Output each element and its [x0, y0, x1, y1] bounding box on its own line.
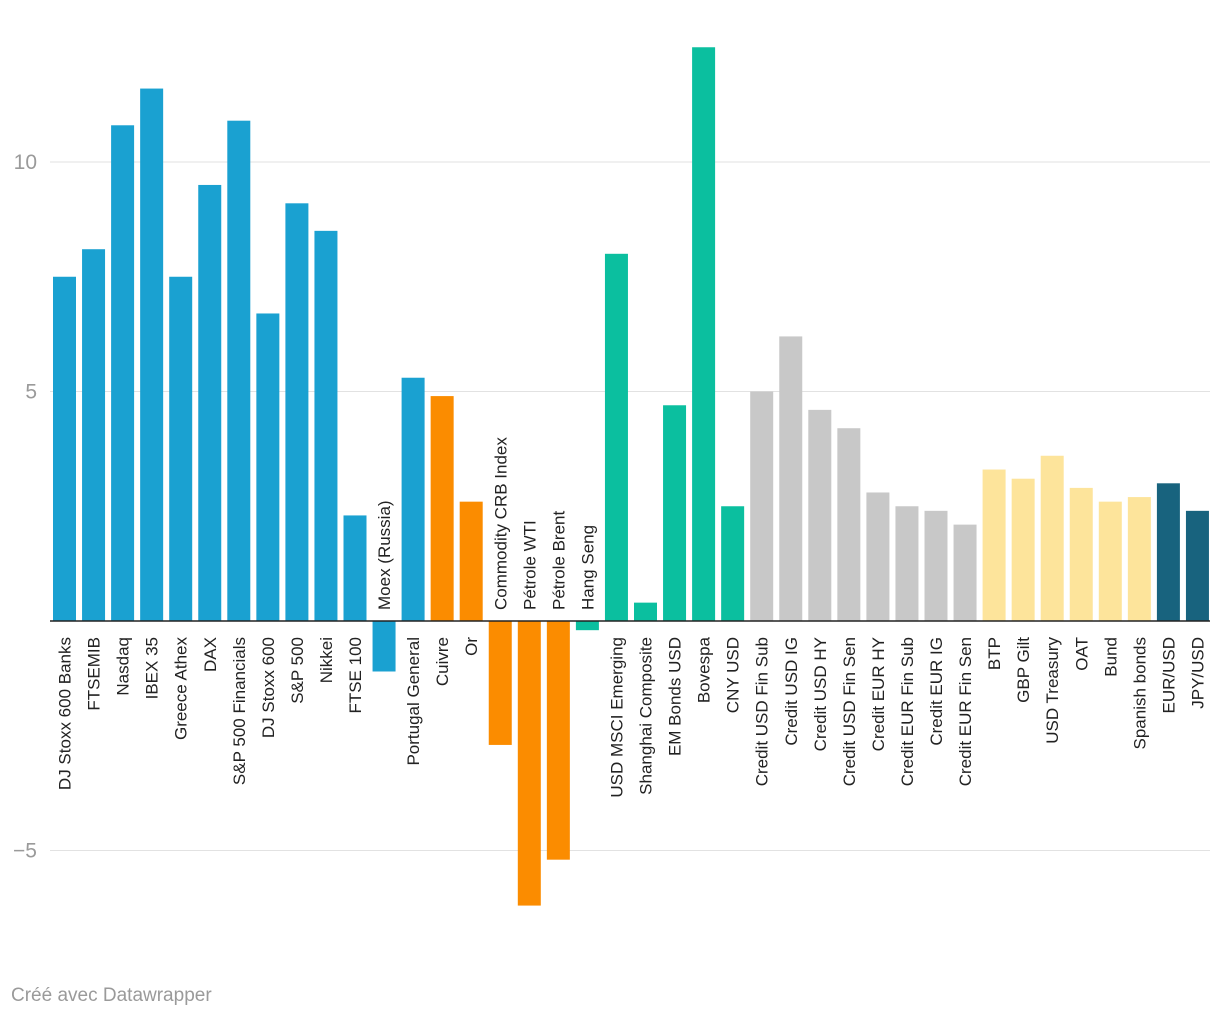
bar	[808, 409, 832, 621]
category-label: JPY/USD	[1188, 637, 1207, 709]
category-label: Credit USD IG	[782, 637, 801, 746]
bar	[140, 88, 164, 621]
category-label: Spanish bonds	[1130, 637, 1149, 749]
bar	[953, 524, 977, 621]
category-label: DJ Stoxx 600	[259, 637, 278, 738]
category-label: Greece Athex	[172, 637, 191, 741]
bar	[53, 276, 76, 621]
category-label: EUR/USD	[1159, 637, 1178, 714]
footer-credit: Créé avec Datawrapper	[11, 985, 212, 1006]
category-label: Credit EUR IG	[927, 637, 946, 746]
category-label: EM Bonds USD	[666, 637, 685, 756]
category-label: Shanghai Composite	[637, 637, 656, 795]
category-label: Nikkei	[317, 637, 336, 683]
bar	[459, 501, 483, 621]
bar	[343, 515, 367, 621]
bar	[1069, 487, 1093, 621]
bar	[430, 396, 454, 621]
category-label: USD MSCI Emerging	[607, 637, 626, 798]
category-label: GBP Gilt	[1014, 637, 1033, 703]
category-label: Bovespa	[695, 636, 714, 703]
category-label: Credit USD Fin Sen	[840, 637, 859, 786]
bar	[663, 405, 687, 621]
category-label: Portugal General	[404, 637, 423, 766]
category-label: Commodity CRB Index	[491, 437, 510, 610]
bar	[1040, 455, 1064, 621]
gridlines: 10 5 −5	[13, 151, 1210, 863]
bar	[779, 336, 803, 621]
y-tick-label: −5	[13, 840, 37, 863]
bar	[1011, 478, 1035, 621]
category-label: Credit EUR Fin Sub	[898, 637, 917, 786]
category-label: DJ Stoxx 600 Banks	[56, 637, 75, 790]
bar	[169, 276, 193, 621]
bar	[837, 428, 861, 621]
category-label: Credit USD HY	[811, 637, 830, 751]
bar	[634, 602, 657, 621]
category-label: S&P 500	[288, 637, 307, 704]
category-label: Nasdaq	[114, 637, 133, 696]
bar	[1098, 501, 1122, 621]
category-label: Or	[462, 637, 481, 656]
bar	[692, 47, 716, 621]
bar	[1127, 497, 1151, 621]
bar	[750, 391, 774, 621]
bar	[866, 492, 890, 621]
bar	[227, 120, 251, 621]
category-label: DAX	[201, 637, 220, 672]
category-label: Pétrole WTI	[520, 520, 539, 610]
bar	[517, 621, 541, 906]
category-label: IBEX 35	[143, 637, 162, 699]
bar	[256, 313, 280, 621]
y-tick-label: 10	[14, 151, 37, 174]
category-label: BTP	[985, 637, 1004, 670]
category-label: Credit USD Fin Sub	[753, 637, 772, 786]
bar	[1156, 483, 1180, 621]
bar	[895, 506, 919, 621]
category-label: Pétrole Brent	[549, 511, 568, 610]
category-label: OAT	[1072, 637, 1091, 671]
category-label: FTSEMIB	[85, 637, 104, 711]
bar	[924, 510, 948, 621]
category-label: S&P 500 Financials	[230, 637, 249, 785]
category-label: USD Treasury	[1043, 637, 1062, 744]
bar	[285, 203, 309, 621]
bar	[546, 621, 570, 860]
bar	[575, 621, 599, 631]
bar	[401, 377, 425, 621]
category-label: Cuivre	[433, 637, 452, 686]
category-label: Moex (Russia)	[375, 500, 394, 610]
category-label: CNY USD	[724, 637, 743, 713]
category-label: FTSE 100	[346, 637, 365, 714]
category-label: Credit EUR HY	[869, 637, 888, 751]
bars	[53, 47, 1209, 906]
bar	[604, 253, 628, 622]
bar	[982, 469, 1006, 621]
y-tick-label: 5	[25, 381, 37, 404]
bar	[82, 249, 106, 621]
category-label: Hang Seng	[578, 525, 597, 610]
bar	[488, 621, 512, 745]
bar	[314, 230, 338, 621]
bar	[111, 125, 135, 621]
category-label: Credit EUR Fin Sen	[956, 637, 975, 786]
category-labels: DJ Stoxx 600 Banks FTSEMIB Nasdaq IBEX 35 Gr…	[56, 437, 1208, 798]
bar	[372, 621, 396, 672]
bar-chart: 10 5 −5 DJ Stoxx 600 Banks FTSEMIB Nasdaq IBE…	[13, 47, 1210, 906]
bar	[198, 184, 222, 621]
bar	[1185, 510, 1209, 621]
bar	[721, 506, 745, 621]
category-label: Bund	[1101, 637, 1120, 677]
